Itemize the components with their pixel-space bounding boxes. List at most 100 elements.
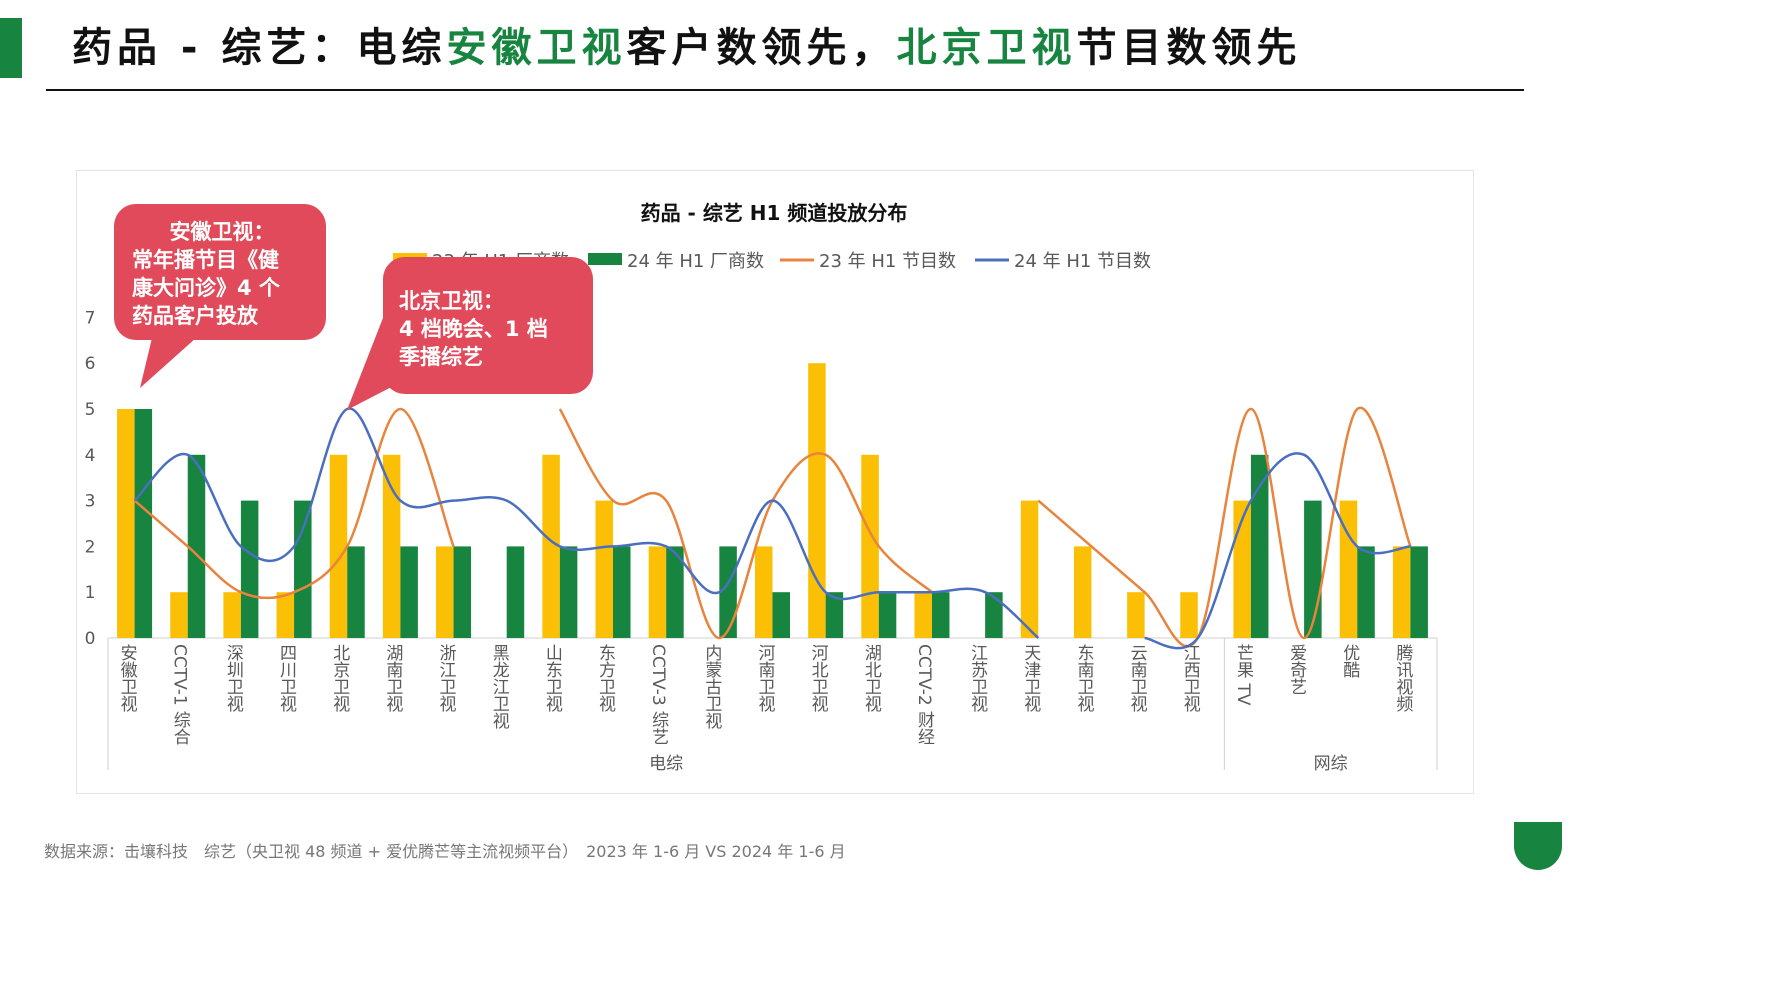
page-title: 药品 - 综艺：电综安徽卫视客户数领先，北京卫视节目数领先 — [72, 18, 1301, 78]
x-category-label: 江西卫视 — [1180, 644, 1201, 712]
y-tick-label: 2 — [85, 537, 96, 557]
x-category-label: 天津卫视 — [1020, 644, 1041, 712]
y-tick-label: 7 — [85, 308, 96, 328]
x-category-label: 河南卫视 — [755, 644, 776, 712]
x-category-label: 湖南卫视 — [382, 644, 403, 712]
bar-23 — [542, 454, 560, 638]
y-tick-label: 0 — [85, 629, 96, 649]
bar-24 — [294, 500, 312, 638]
title-text: 客户数领先， — [626, 25, 897, 71]
bar-24 — [985, 592, 1003, 638]
x-category-label: 北京卫视 — [329, 644, 350, 712]
callout-beijing: 北京卫视： 4 档晚会、1 档 季播综艺 — [383, 257, 593, 394]
x-category-label: 安徽卫视 — [117, 644, 138, 712]
x-category-label: 东南卫视 — [1073, 644, 1094, 712]
legend-label: 24 年 H1 节目数 — [1014, 251, 1151, 272]
bar-24 — [1250, 454, 1269, 638]
bar-24 — [772, 592, 790, 638]
x-category-label: 腾讯视频 — [1392, 644, 1413, 712]
bar-24 — [825, 592, 844, 638]
x-category-label: CCTV-2 财经 — [914, 644, 935, 745]
bar-23 — [276, 592, 295, 638]
title-divider — [46, 89, 1524, 91]
chart-title: 药品 - 综艺 H1 频道投放分布 — [641, 201, 908, 225]
line-24-segment — [1144, 452, 1411, 650]
y-tick-label: 4 — [85, 446, 96, 466]
callout-line: 药品客户投放 — [132, 304, 258, 328]
data-source-note: 数据来源：击壤科技 综艺（央卫视 48 频道 + 爱优腾芒等主流视频平台） 20… — [44, 842, 846, 861]
title-highlight: 北京卫视 — [896, 25, 1077, 71]
x-category-label: 优酷 — [1339, 644, 1360, 678]
bar-24 — [559, 546, 578, 638]
x-category-label: 深圳卫视 — [223, 644, 244, 712]
y-tick-label: 6 — [85, 354, 96, 374]
bar-23 — [1392, 546, 1411, 638]
x-category-label: 四川卫视 — [276, 644, 297, 712]
bar-23 — [329, 454, 348, 638]
bar-23 — [648, 546, 667, 638]
bar-24 — [613, 546, 631, 638]
callout-line: 季播综艺 — [399, 345, 483, 369]
bar-24 — [719, 546, 737, 638]
bar-23 — [914, 592, 932, 638]
line-23-segment — [133, 407, 455, 600]
x-category-label: 浙江卫视 — [436, 644, 457, 712]
x-category-label: 湖北卫视 — [861, 644, 882, 712]
x-category-label: 山东卫视 — [542, 644, 563, 712]
callout-anhui: 安徽卫视： 常年播节目《健 康大问诊》4 个 药品客户投放 — [114, 204, 326, 340]
bar-23 — [861, 454, 879, 638]
bar-24 — [134, 409, 153, 638]
bar-24 — [1410, 546, 1428, 638]
callout-line: 安徽卫视： — [169, 220, 275, 244]
bar-23 — [1020, 500, 1039, 638]
bar-24 — [931, 592, 950, 638]
bar-23 — [1073, 546, 1092, 638]
x-group-label: 网综 — [1314, 754, 1348, 774]
title-text: 药品 - 综艺：电综 — [72, 25, 447, 71]
x-category-label: 河北卫视 — [808, 644, 829, 712]
title-text: 节目数领先 — [1076, 25, 1302, 71]
bar-23 — [755, 546, 773, 638]
y-tick-label: 5 — [85, 400, 96, 420]
x-category-label: 内蒙古卫视 — [701, 644, 722, 729]
x-category-label: 黑龙江卫视 — [489, 644, 510, 729]
line-23-segment — [1037, 406, 1412, 648]
bar-24 — [240, 500, 259, 638]
corner-decoration — [1514, 822, 1562, 870]
bar-24 — [347, 546, 365, 638]
bar-24 — [1357, 546, 1375, 638]
bar-23 — [382, 454, 401, 638]
x-group-label: 电综 — [649, 754, 683, 774]
x-category-label: 东方卫视 — [595, 644, 616, 712]
x-category-label: CCTV-3 综艺 — [648, 644, 669, 745]
callout-pointer — [140, 338, 196, 388]
line-23-segment — [558, 408, 933, 640]
bar-23 — [1180, 592, 1198, 638]
bar-24 — [1304, 500, 1322, 638]
bar-23 — [1127, 592, 1145, 638]
legend-label: 23 年 H1 节目数 — [819, 251, 956, 272]
y-tick-label: 3 — [85, 492, 96, 512]
callout-line: 北京卫视： — [399, 289, 504, 313]
bar-23 — [436, 546, 454, 638]
legend-swatch — [588, 253, 622, 265]
callout-line: 康大问诊》4 个 — [132, 276, 280, 300]
title-highlight: 安徽卫视 — [446, 25, 627, 71]
y-tick-label: 1 — [85, 583, 96, 603]
callout-line: 4 档晚会、1 档 — [399, 317, 548, 341]
bar-24 — [187, 454, 206, 638]
title-accent-bar — [0, 18, 22, 78]
line-24-segment — [133, 407, 1040, 639]
bar-23 — [223, 592, 241, 638]
bar-24 — [666, 546, 684, 638]
bar-24 — [400, 546, 418, 638]
callout-line: 常年播节目《健 — [132, 248, 279, 272]
bar-23 — [595, 500, 614, 638]
bar-24 — [878, 592, 897, 638]
x-category-label: 云南卫视 — [1127, 644, 1148, 712]
legend-label: 24 年 H1 厂商数 — [627, 251, 764, 272]
bar-24 — [506, 546, 525, 638]
bar-23 — [1339, 500, 1358, 638]
bar-24 — [453, 546, 472, 638]
